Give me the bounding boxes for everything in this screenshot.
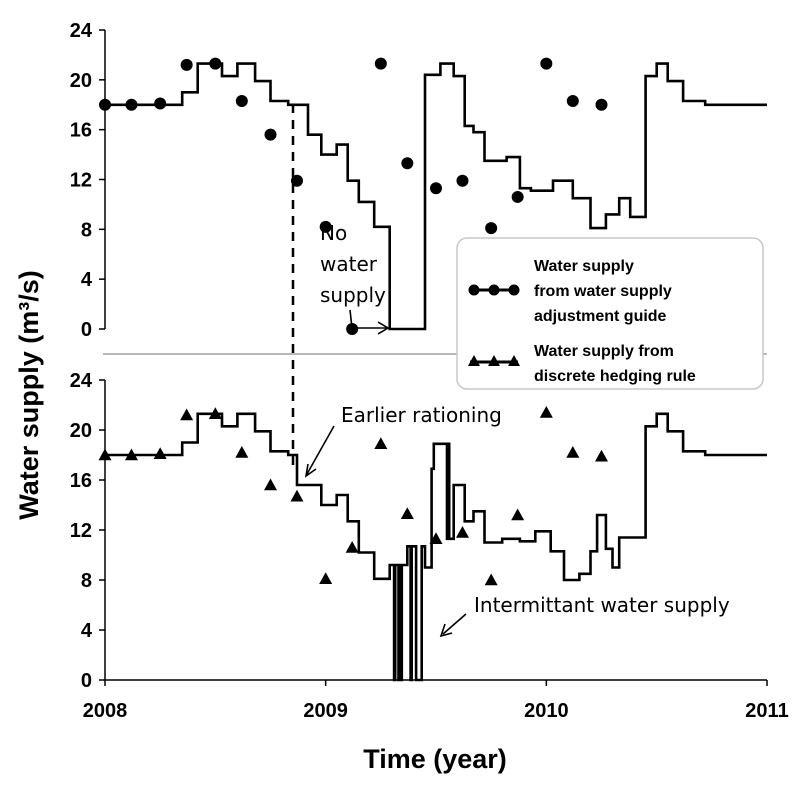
legend: Water supply from water supply adjustmen… bbox=[456, 237, 764, 390]
bottom-y-tick-label: 0 bbox=[81, 670, 92, 692]
top-marker bbox=[540, 57, 553, 70]
bottom-marker bbox=[484, 573, 498, 586]
top-marker bbox=[511, 190, 524, 203]
bottom-marker bbox=[290, 489, 304, 502]
bottom-marker bbox=[400, 507, 414, 519]
legend-box bbox=[456, 237, 764, 390]
legend-line-5: discrete hedging rule bbox=[534, 368, 696, 385]
x-tick-label: 2009 bbox=[303, 700, 348, 722]
bottom-y-tick-label: 12 bbox=[70, 520, 92, 542]
bottom-marker bbox=[235, 446, 249, 458]
top-marker bbox=[485, 222, 498, 235]
y-axis-title: Water supply (m³/s) bbox=[14, 270, 44, 520]
bottom-y-tick-label: 24 bbox=[70, 370, 93, 392]
top-y-tick-label: 0 bbox=[81, 319, 92, 341]
top-marker bbox=[209, 57, 222, 70]
bottom-marker bbox=[98, 448, 112, 461]
top-marker bbox=[235, 95, 248, 108]
top-y-tick-label: 4 bbox=[81, 269, 93, 291]
bottom-marker bbox=[319, 572, 333, 584]
legend-line-2: from water supply bbox=[534, 283, 672, 300]
bottom-y-tick-label: 16 bbox=[70, 470, 92, 492]
top-series-line bbox=[105, 62, 767, 331]
top-y-tick-label: 20 bbox=[70, 70, 92, 92]
top-y-tick-label: 24 bbox=[70, 20, 93, 42]
bottom-marker bbox=[180, 408, 194, 421]
bottom-marker bbox=[455, 526, 469, 538]
x-tick-label: 2011 bbox=[745, 700, 788, 722]
legend-circle-marker bbox=[468, 284, 520, 296]
top-marker bbox=[346, 323, 359, 335]
annotation-no-water-supply: No water supply bbox=[320, 221, 390, 335]
intermittent-arrow bbox=[442, 613, 467, 635]
bottom-series-line bbox=[105, 412, 767, 682]
bottom-marker bbox=[264, 478, 277, 491]
bottom-marker bbox=[511, 508, 525, 521]
bottom-marker bbox=[153, 447, 167, 459]
legend-label-adjustment: Water supply from water supply adjustmen… bbox=[534, 258, 676, 325]
bottom-y-tick-label: 8 bbox=[81, 570, 92, 592]
top-marker bbox=[401, 157, 414, 170]
top-y-tick-label: 12 bbox=[70, 170, 92, 192]
annotation-intermittent-text: Intermittant water supply bbox=[474, 593, 730, 617]
bottom-y-tick-label: 20 bbox=[70, 420, 92, 442]
legend-line-4: Water supply from bbox=[534, 343, 674, 360]
top-marker bbox=[456, 174, 469, 187]
legend-triangle-marker bbox=[468, 355, 520, 366]
annotation-earlier-rationing: Earlier rationing bbox=[304, 403, 502, 478]
earlier-rationing-arrow bbox=[306, 425, 335, 475]
legend-label-hedging: Water supply from discrete hedging rule bbox=[534, 343, 696, 385]
bottom-marker bbox=[595, 449, 608, 462]
top-marker bbox=[595, 98, 608, 111]
bottom-marker bbox=[539, 406, 553, 418]
x-tick-label: 2010 bbox=[524, 700, 569, 722]
top-marker bbox=[374, 57, 387, 70]
top-marker bbox=[566, 95, 579, 108]
bottom-marker bbox=[566, 446, 580, 458]
top-marker bbox=[290, 174, 303, 187]
legend-line-3: adjustment guide bbox=[534, 308, 667, 325]
top-y-tick-label: 16 bbox=[70, 120, 92, 142]
bottom-marker bbox=[208, 407, 222, 419]
top-marker bbox=[154, 97, 167, 110]
x-tick-label: 2008 bbox=[83, 700, 128, 722]
no-water-arrow bbox=[349, 309, 388, 329]
bottom-panel: 0 4 8 12 16 20 24 2008 2009 2010 2011 bbox=[70, 370, 789, 722]
x-axis-title: Time (year) bbox=[363, 744, 507, 774]
bottom-marker bbox=[374, 437, 388, 449]
top-marker bbox=[125, 98, 138, 111]
top-marker bbox=[264, 128, 277, 141]
annotation-intermittent: Intermittant water supply bbox=[439, 593, 730, 638]
bottom-marker bbox=[345, 541, 359, 553]
annotation-earlier-rationing-text: Earlier rationing bbox=[341, 403, 502, 427]
bottom-y-tick-label: 4 bbox=[81, 620, 93, 642]
annotation-no-water-text: No water supply bbox=[320, 221, 386, 307]
top-marker bbox=[430, 182, 442, 195]
top-panel: 0 4 8 12 16 20 24 bbox=[70, 20, 767, 341]
legend-line-1: Water supply bbox=[534, 258, 634, 275]
bottom-marker bbox=[124, 448, 138, 461]
top-marker bbox=[180, 58, 193, 71]
top-marker bbox=[99, 98, 111, 111]
top-marker bbox=[319, 220, 332, 233]
bottom-marker bbox=[429, 532, 443, 544]
top-y-tick-label: 8 bbox=[81, 219, 92, 241]
